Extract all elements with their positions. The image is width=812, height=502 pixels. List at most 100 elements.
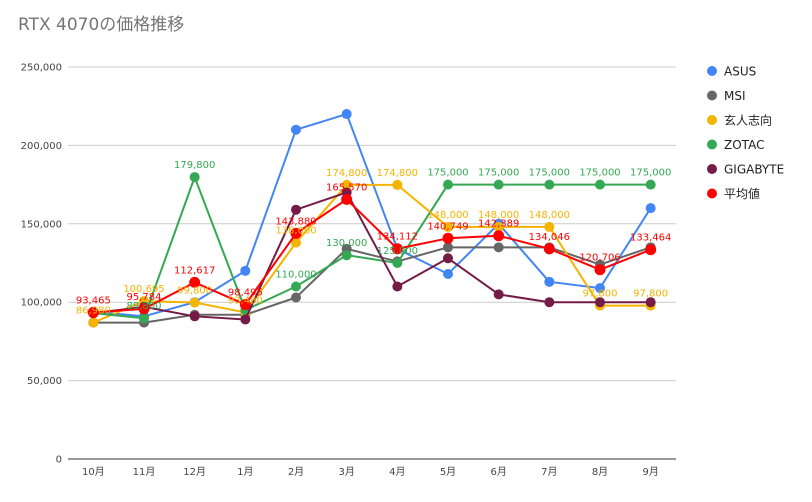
data-point <box>392 281 403 292</box>
data-point <box>189 311 200 322</box>
data-point <box>291 292 301 303</box>
y-tick-label: 250,000 <box>21 63 62 74</box>
data-label: 142,389 <box>478 219 519 230</box>
data-label: 133,464 <box>630 233 671 244</box>
data-point <box>138 303 150 315</box>
data-label: 140,749 <box>427 221 468 232</box>
data-point <box>645 179 656 190</box>
data-point <box>443 221 453 232</box>
data-point <box>392 258 403 268</box>
legend-marker <box>707 188 717 199</box>
data-label: 179,800 <box>174 160 215 171</box>
legend-label: ZOTAC <box>724 138 764 152</box>
data-point <box>443 242 453 253</box>
data-point <box>544 179 555 190</box>
data-label: 89,800 <box>127 301 162 312</box>
data-label: 175,000 <box>427 168 468 179</box>
data-point <box>645 203 656 214</box>
x-tick-label: 5月 <box>440 466 456 478</box>
legend-marker <box>707 139 717 150</box>
legend-label: ASUS <box>724 65 756 79</box>
data-label: 134,112 <box>377 232 418 243</box>
series-line <box>93 246 651 324</box>
data-point <box>189 276 201 288</box>
data-point <box>189 172 200 183</box>
data-label: 97,800 <box>583 289 618 300</box>
legend-marker <box>707 66 717 76</box>
legend-marker <box>707 90 717 101</box>
data-point <box>87 306 99 318</box>
data-label: 174,800 <box>326 168 367 179</box>
legend-label: MSI <box>724 89 746 103</box>
x-tick-label: 9月 <box>642 466 658 478</box>
data-point <box>139 313 149 324</box>
data-label: 125,000 <box>377 246 418 257</box>
data-point <box>544 297 555 308</box>
y-tick-label: 50,000 <box>27 376 62 387</box>
y-tick-label: 100,000 <box>21 298 62 309</box>
data-label: 112,617 <box>174 265 215 276</box>
legend-label: 平均値 <box>724 186 760 201</box>
x-tick-label: 10月 <box>82 466 105 478</box>
x-tick-label: 12月 <box>183 466 206 478</box>
x-tick-label: 7月 <box>541 466 557 478</box>
data-point <box>443 268 453 279</box>
data-point <box>645 244 657 256</box>
y-tick-label: 0 <box>56 455 62 466</box>
data-point <box>442 232 454 244</box>
data-label: 165,570 <box>326 182 367 193</box>
data-point <box>493 230 505 242</box>
data-label: 148,000 <box>478 210 519 221</box>
data-label: 175,000 <box>579 168 620 179</box>
data-point <box>290 227 302 239</box>
data-point <box>493 289 504 300</box>
data-label: 93,480 <box>228 295 263 306</box>
data-label: 175,000 <box>630 168 671 179</box>
data-point <box>544 276 555 287</box>
data-point <box>645 297 656 308</box>
data-label: 134,046 <box>529 232 570 243</box>
data-label: 100,695 <box>123 284 164 295</box>
data-point <box>189 297 200 308</box>
data-point <box>291 124 301 135</box>
x-tick-label: 1月 <box>237 466 253 478</box>
x-tick-label: 2月 <box>288 466 304 478</box>
y-tick-label: 150,000 <box>21 219 62 230</box>
legend-label: 玄人志向 <box>724 113 772 128</box>
data-label: 93,465 <box>76 295 111 306</box>
data-point <box>240 314 251 325</box>
legend-marker <box>707 115 717 125</box>
data-point <box>341 179 352 190</box>
x-tick-label: 4月 <box>389 466 405 478</box>
data-label: 138,000 <box>275 226 316 237</box>
data-label: 175,000 <box>478 168 519 179</box>
data-label: 175,000 <box>529 168 570 179</box>
series-line <box>93 191 651 321</box>
data-point <box>88 317 99 328</box>
series-line <box>93 176 651 320</box>
data-label: 86,980 <box>76 306 111 317</box>
series-line <box>92 183 651 324</box>
data-point <box>493 221 504 232</box>
data-point <box>341 250 352 261</box>
data-point <box>291 237 301 248</box>
data-point <box>493 242 504 253</box>
data-point <box>392 179 403 190</box>
legend-label: GIGABYTE <box>724 163 784 177</box>
x-tick-label: 6月 <box>490 466 506 478</box>
data-point <box>341 109 352 120</box>
chart-title: RTX 4070の価格推移 <box>18 15 185 35</box>
data-point <box>544 221 555 232</box>
data-point <box>595 297 605 308</box>
x-tick-label: 8月 <box>592 466 608 478</box>
data-label: 148,000 <box>427 210 468 221</box>
x-tick-label: 11月 <box>133 466 156 478</box>
data-label: 148,000 <box>529 210 570 221</box>
data-point <box>443 253 453 264</box>
data-label: 143,880 <box>275 216 316 227</box>
data-point <box>291 204 301 215</box>
data-label: 130,000 <box>326 238 367 249</box>
data-point <box>391 243 403 255</box>
data-point <box>595 179 605 190</box>
data-point <box>594 264 606 276</box>
